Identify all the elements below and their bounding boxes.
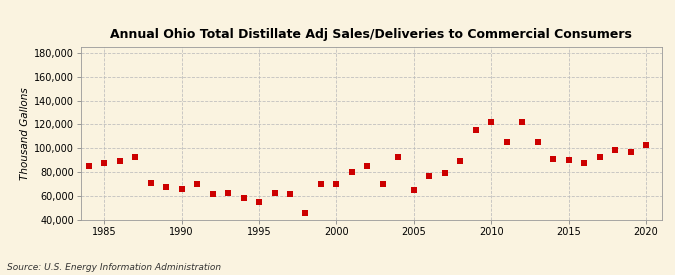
Point (439, 171, 450, 176)
Title: Annual Ohio Total Distillate Adj Sales/Deliveries to Commercial Consumers: Annual Ohio Total Distillate Adj Sales/D… (110, 28, 632, 42)
Point (254, 200, 265, 204)
Point (145, 181, 156, 185)
Point (641, 142, 651, 147)
Point (610, 147, 620, 152)
Point (455, 159, 466, 164)
Point (285, 191, 296, 196)
Y-axis label: Thousand Gallons: Thousand Gallons (20, 87, 30, 180)
Point (130, 155, 140, 159)
Point (300, 211, 311, 215)
Point (161, 184, 171, 189)
Point (99, 160, 109, 165)
Point (362, 164, 373, 168)
Text: Source: U.S. Energy Information Administration: Source: U.S. Energy Information Administ… (7, 263, 221, 272)
Point (486, 120, 497, 124)
Point (563, 158, 574, 163)
Point (578, 160, 589, 165)
Point (424, 174, 435, 178)
Point (269, 190, 280, 195)
Point (176, 187, 187, 191)
Point (315, 182, 326, 186)
Point (625, 150, 636, 154)
Point (393, 155, 404, 159)
Point (470, 128, 481, 133)
Point (533, 140, 543, 145)
Point (408, 188, 419, 192)
Point (594, 155, 605, 159)
Point (502, 140, 512, 145)
Point (83, 164, 94, 168)
Point (377, 182, 388, 186)
Point (547, 157, 558, 161)
Point (517, 120, 528, 124)
Point (223, 190, 234, 195)
Point (114, 159, 125, 164)
Point (346, 170, 357, 174)
Point (192, 182, 202, 186)
Point (68, 71, 79, 75)
Point (207, 191, 218, 196)
Point (331, 182, 342, 186)
Point (238, 196, 249, 201)
